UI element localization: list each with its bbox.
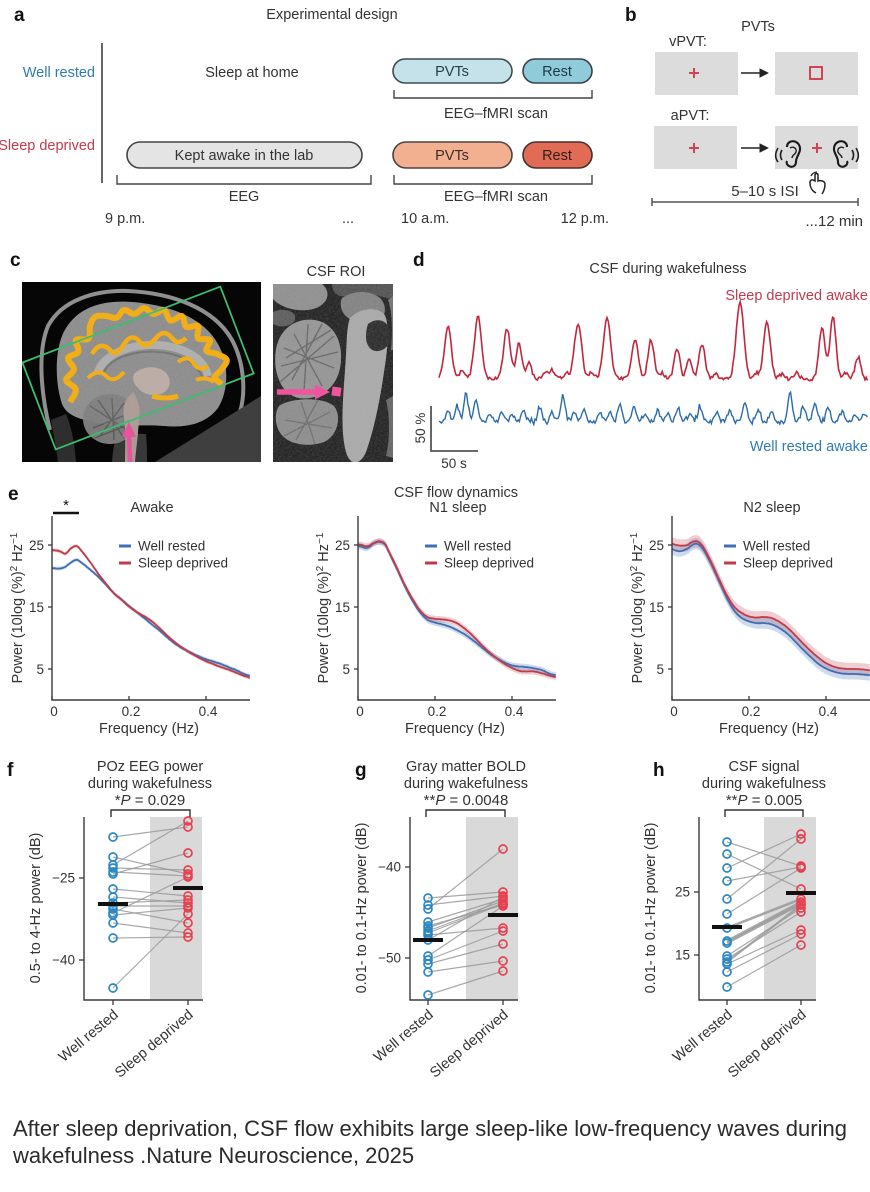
svg-text:15: 15	[29, 600, 44, 615]
svg-text:Well rested: Well rested	[444, 539, 511, 554]
svg-text:5: 5	[656, 662, 664, 677]
svg-text:Frequency (Hz): Frequency (Hz)	[719, 721, 819, 737]
svg-text:CSF signal: CSF signal	[729, 759, 800, 775]
svg-text:Sleep at home: Sleep at home	[205, 65, 299, 81]
svg-text:Sleep deprived: Sleep deprived	[138, 556, 228, 571]
svg-text:0.4: 0.4	[819, 704, 838, 719]
svg-text:Well rested: Well rested	[23, 65, 95, 81]
svg-text:−25: −25	[52, 871, 75, 886]
svg-text:Sleep deprived awake: Sleep deprived awake	[725, 288, 868, 304]
svg-text:Frequency (Hz): Frequency (Hz)	[405, 721, 505, 737]
svg-text:50 s: 50 s	[441, 456, 467, 471]
svg-text:Well rested: Well rested	[743, 539, 810, 554]
svg-text:...: ...	[342, 211, 354, 227]
svg-text:POz EEG power: POz EEG power	[97, 759, 204, 775]
svg-text:12 p.m.: 12 p.m.	[561, 211, 609, 227]
svg-text:0.01- to 0.1-Hz power (dB): 0.01- to 0.1-Hz power (dB)	[643, 823, 659, 994]
svg-text:0.2: 0.2	[122, 704, 141, 719]
svg-text:25: 25	[29, 538, 44, 553]
svg-text:a: a	[14, 5, 25, 26]
svg-text:25: 25	[335, 538, 350, 553]
svg-text:Gray matter BOLD: Gray matter BOLD	[406, 759, 526, 775]
svg-text:0.2: 0.2	[742, 704, 761, 719]
svg-text:5–10 s ISI: 5–10 s ISI	[731, 183, 799, 200]
svg-text:25: 25	[649, 538, 664, 553]
svg-text:Sleep deprived: Sleep deprived	[0, 138, 95, 154]
svg-text:5: 5	[36, 662, 44, 677]
svg-text:0.4: 0.4	[199, 704, 218, 719]
svg-text:−40: −40	[378, 860, 401, 875]
svg-text:Well rested awake: Well rested awake	[750, 439, 868, 455]
svg-text:0.5- to 4-Hz power (dB): 0.5- to 4-Hz power (dB)	[28, 833, 44, 984]
svg-text:0.01- to 0.1-Hz power (dB): 0.01- to 0.1-Hz power (dB)	[354, 823, 370, 994]
svg-text:EEG–fMRI scan: EEG–fMRI scan	[444, 189, 548, 205]
svg-text:9 p.m.: 9 p.m.	[105, 211, 145, 227]
svg-text:0: 0	[356, 704, 364, 719]
svg-text:−40: −40	[52, 953, 75, 968]
svg-text:PVTs: PVTs	[435, 148, 469, 164]
svg-text:Rest: Rest	[542, 64, 572, 80]
svg-text:g: g	[355, 760, 367, 781]
svg-text:Experimental design: Experimental design	[266, 7, 397, 23]
svg-text:**P = 0.0048: **P = 0.0048	[424, 792, 509, 809]
svg-text:*: *	[63, 497, 69, 514]
svg-text:during wakefulness: during wakefulness	[702, 776, 826, 792]
svg-text:f: f	[7, 760, 14, 781]
svg-text:Power (10log (%)2 Hz−1: Power (10log (%)2 Hz−1	[315, 532, 332, 683]
svg-text:Power (10log (%)2 Hz−1: Power (10log (%)2 Hz−1	[629, 532, 646, 683]
svg-text:during wakefulness: during wakefulness	[88, 776, 212, 792]
svg-text:5: 5	[342, 662, 350, 677]
svg-text:**P = 0.005: **P = 0.005	[726, 792, 802, 809]
svg-text:CSF ROI: CSF ROI	[307, 264, 366, 280]
svg-text:CSF flow dynamics: CSF flow dynamics	[394, 485, 518, 501]
svg-text:b: b	[625, 5, 637, 26]
svg-text:N2 sleep: N2 sleep	[743, 500, 800, 516]
svg-text:Frequency (Hz): Frequency (Hz)	[99, 721, 199, 737]
svg-text:d: d	[413, 250, 425, 271]
svg-text:e: e	[8, 484, 19, 505]
svg-text:EEG–fMRI scan: EEG–fMRI scan	[444, 106, 548, 122]
svg-text:15: 15	[335, 600, 350, 615]
svg-text:wakefulness .Nature Neuroscien: wakefulness .Nature Neuroscience, 2025	[12, 1143, 414, 1168]
svg-text:−50: −50	[378, 951, 401, 966]
svg-text:Power (10log (%)2 Hz−1: Power (10log (%)2 Hz−1	[9, 532, 26, 683]
svg-text:15: 15	[649, 600, 664, 615]
svg-text:10 a.m.: 10 a.m.	[401, 211, 449, 227]
svg-text:After sleep deprivation, CSF f: After sleep deprivation, CSF flow exhibi…	[13, 1116, 847, 1141]
svg-text:EEG: EEG	[229, 189, 260, 205]
svg-text:Kept awake in the lab: Kept awake in the lab	[175, 148, 314, 164]
svg-text:50 %: 50 %	[413, 413, 428, 444]
svg-text:N1 sleep: N1 sleep	[429, 500, 486, 516]
svg-text:during wakefulness: during wakefulness	[404, 776, 528, 792]
svg-text:vPVT:: vPVT:	[669, 34, 707, 50]
svg-text:0.4: 0.4	[505, 704, 524, 719]
svg-text:PVTs: PVTs	[435, 64, 469, 80]
svg-text:0.2: 0.2	[428, 704, 447, 719]
svg-text:CSF during wakefulness: CSF during wakefulness	[589, 261, 746, 277]
svg-text:aPVT:: aPVT:	[671, 108, 710, 124]
svg-text:0: 0	[670, 704, 678, 719]
svg-text:Sleep deprived: Sleep deprived	[743, 556, 833, 571]
svg-text:...12 min: ...12 min	[805, 213, 863, 230]
svg-text:h: h	[653, 760, 665, 781]
svg-text:Rest: Rest	[542, 148, 572, 164]
svg-text:*P = 0.029: *P = 0.029	[115, 792, 186, 809]
svg-text:c: c	[10, 250, 21, 271]
svg-text:Well rested: Well rested	[138, 539, 205, 554]
svg-text:PVTs: PVTs	[741, 19, 775, 35]
svg-text:Sleep deprived: Sleep deprived	[444, 556, 534, 571]
svg-text:25: 25	[675, 885, 690, 900]
svg-text:0: 0	[50, 704, 58, 719]
svg-text:Awake: Awake	[130, 500, 173, 516]
svg-text:15: 15	[675, 948, 690, 963]
